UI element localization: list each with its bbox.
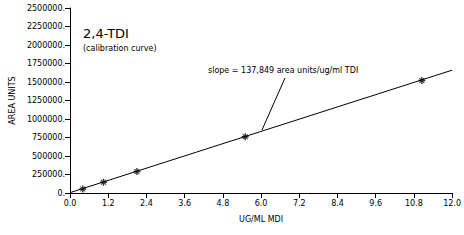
svg-text:2250000.: 2250000. <box>27 22 65 31</box>
svg-text:2500000.: 2500000. <box>27 4 65 13</box>
svg-text:750000.: 750000. <box>32 133 65 142</box>
svg-text:AREA UNITS: AREA UNITS <box>8 76 17 124</box>
svg-text:2.4: 2.4 <box>140 199 153 208</box>
svg-text:1250000.: 1250000. <box>27 96 65 105</box>
svg-text:1000000.: 1000000. <box>27 115 65 124</box>
svg-text:500000.: 500000. <box>32 152 65 161</box>
svg-text:10.8: 10.8 <box>405 199 423 208</box>
svg-text:0.: 0. <box>57 189 65 198</box>
svg-text:1750000.: 1750000. <box>27 59 65 68</box>
svg-text:250000.: 250000. <box>32 170 65 179</box>
svg-text:4.8: 4.8 <box>217 199 230 208</box>
svg-text:UG/ML MDI: UG/ML MDI <box>239 215 283 224</box>
svg-text:(calibration curve): (calibration curve) <box>83 44 157 53</box>
svg-text:1500000.: 1500000. <box>27 78 65 87</box>
svg-text:3.6: 3.6 <box>178 199 191 208</box>
svg-text:2000000.: 2000000. <box>27 41 65 50</box>
svg-text:7.2: 7.2 <box>293 199 306 208</box>
svg-text:12.0: 12.0 <box>443 199 461 208</box>
svg-text:2,4-TDI: 2,4-TDI <box>83 26 129 41</box>
svg-text:slope = 137,849 area units/ug/: slope = 137,849 area units/ug/ml TDI <box>208 66 358 75</box>
svg-text:6.0: 6.0 <box>255 199 268 208</box>
svg-text:8.4: 8.4 <box>331 199 344 208</box>
svg-text:1.2: 1.2 <box>102 199 115 208</box>
svg-text:0.0: 0.0 <box>64 199 77 208</box>
svg-text:9.6: 9.6 <box>369 199 382 208</box>
